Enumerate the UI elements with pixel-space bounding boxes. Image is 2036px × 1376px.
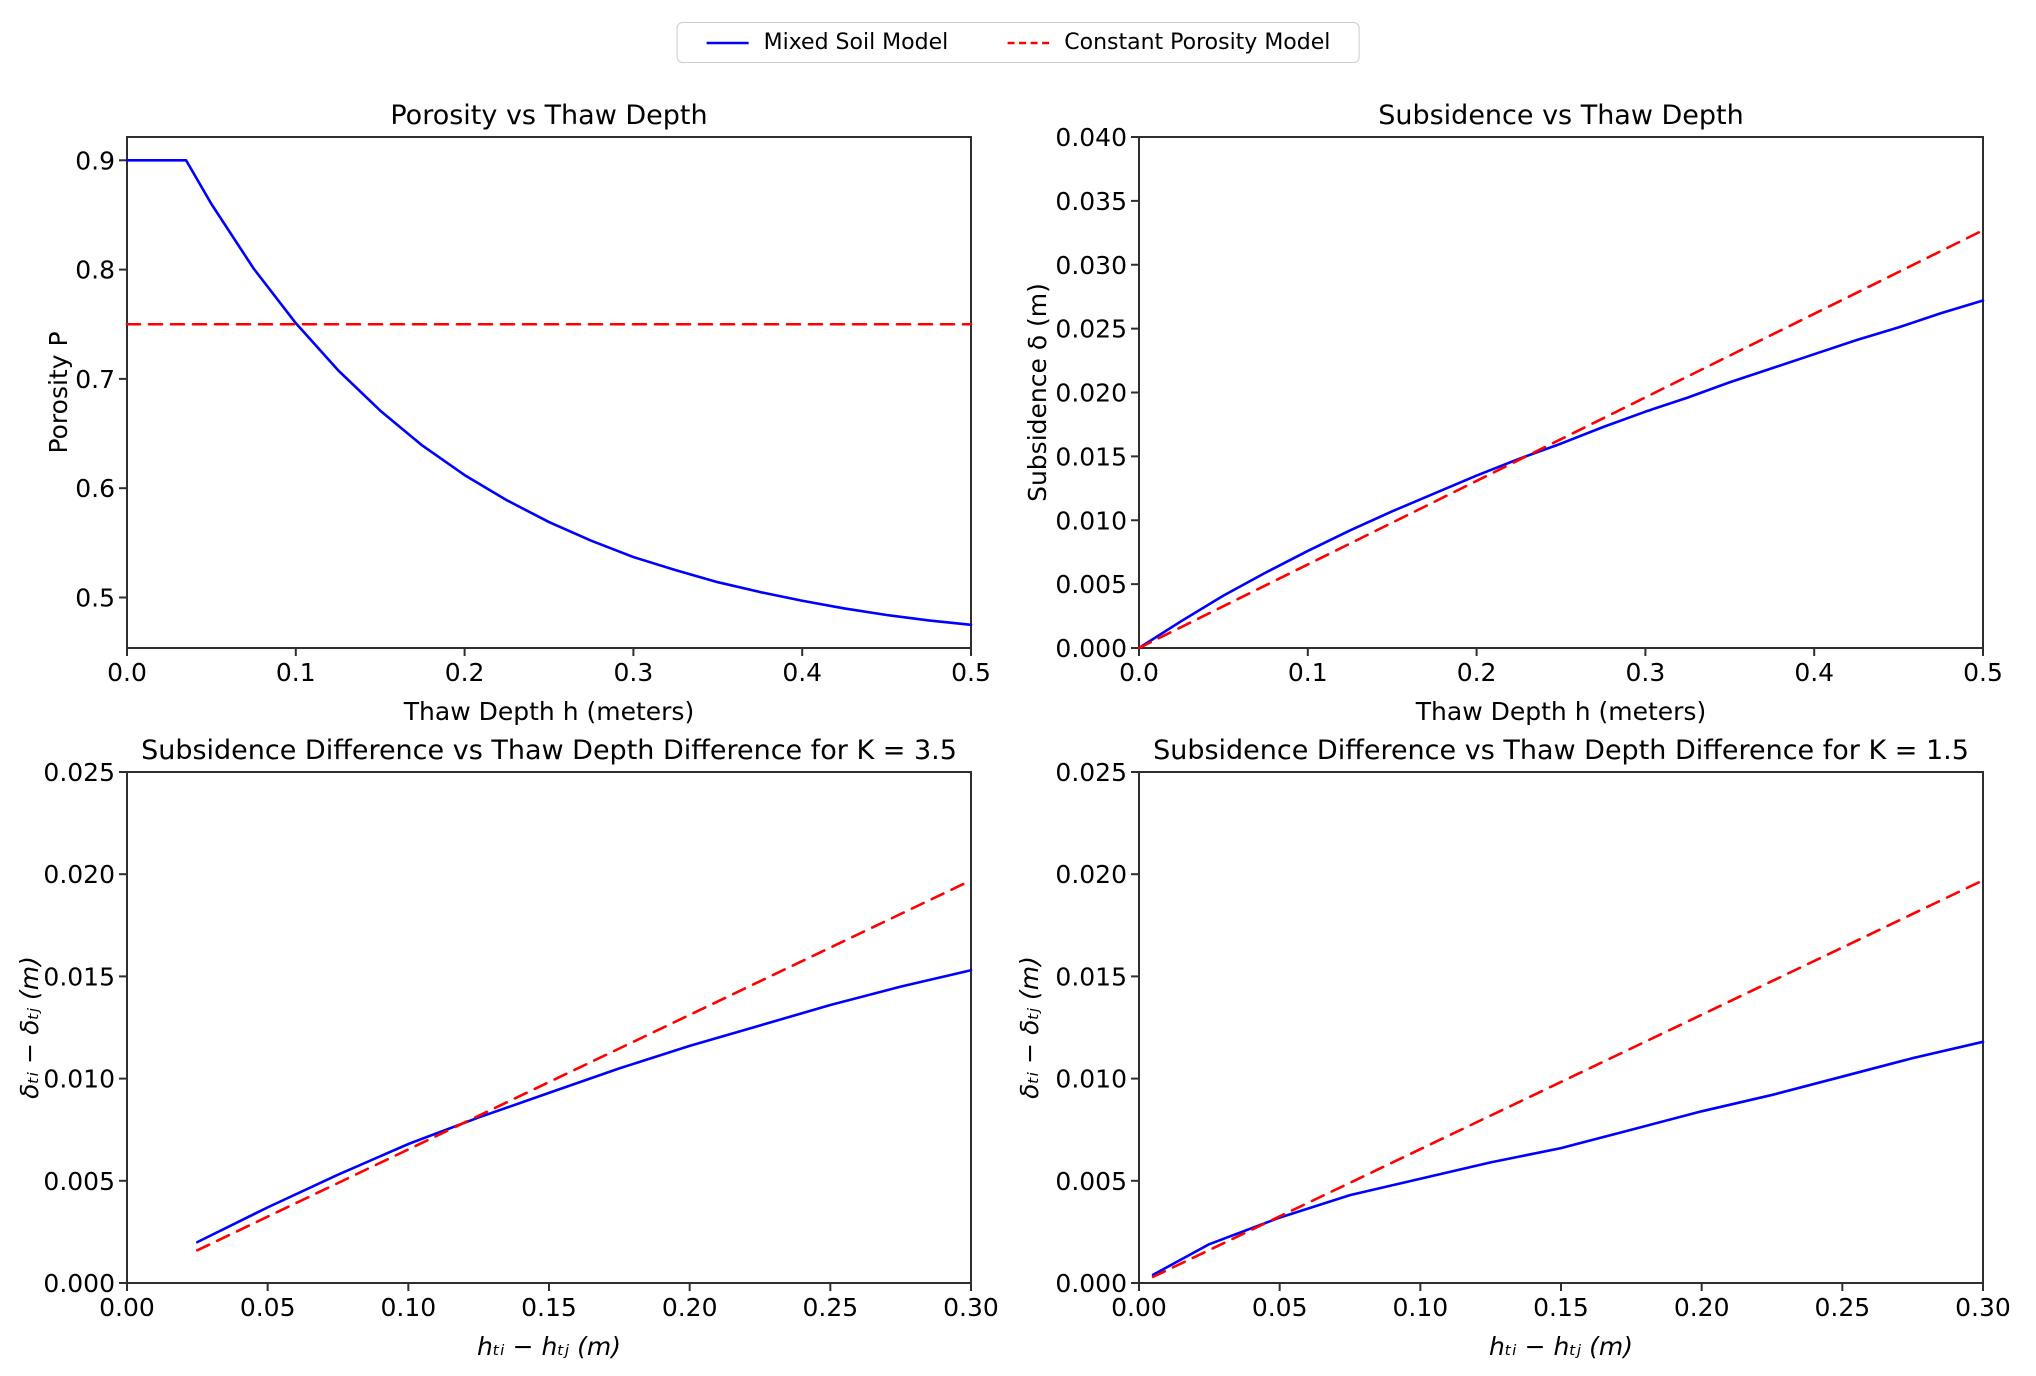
y-tick-label: 0.5 (75, 584, 115, 613)
x-axis-label: Thaw Depth h (meters) (403, 697, 694, 726)
x-tick-label: 0.25 (802, 1293, 858, 1322)
y-tick-label: 0.015 (1055, 442, 1127, 471)
x-tick-label: 0.00 (1111, 1293, 1167, 1322)
x-tick-label: 0.2 (1457, 658, 1497, 687)
x-tick-label: 0.20 (662, 1293, 718, 1322)
subplot-subsidence-difference-k-1.5: 0.00 0.05 0.10 0.15 0.20 0.25 0.30 0.000 0.005 0.… (1015, 735, 2011, 1361)
x-tick-label: 0.05 (240, 1293, 296, 1322)
y-tick-label: 0.000 (1055, 634, 1127, 663)
y-tick-label: 0.015 (1055, 962, 1127, 991)
series-line-mixed-soil-model (196, 968, 973, 1244)
chart-title: Porosity vs Thaw Depth (390, 100, 707, 131)
y-tick-label: 0.8 (75, 256, 115, 285)
x-tick-label: 0.10 (1392, 1293, 1448, 1322)
legend-label-mixed-soil-model: Mixed Soil Model (763, 30, 949, 55)
y-tick-label: 0.010 (43, 1065, 115, 1094)
axes-frame (126, 136, 972, 649)
x-tick-label: 0.30 (943, 1293, 999, 1322)
y-tick-label: 0.025 (1055, 758, 1127, 787)
series-line-mixed-soil-model (1137, 299, 1985, 650)
x-tick-label: 0.30 (1955, 1293, 2011, 1322)
axes-frame (126, 771, 972, 1284)
y-axis-label: Porosity P (44, 331, 73, 453)
y-tick-label: 0.000 (43, 1269, 115, 1298)
x-tick-label: 0.4 (782, 658, 822, 687)
y-tick-label: 0.035 (1055, 187, 1127, 216)
x-tick-label: 0.05 (1252, 1293, 1308, 1322)
x-tick-label: 0.4 (1794, 658, 1834, 687)
y-tick-label: 0.020 (43, 860, 115, 889)
y-tick-label: 0.9 (75, 146, 115, 175)
x-tick-label: 0.20 (1674, 1293, 1730, 1322)
series-line-constant-porosity-model (196, 879, 973, 1252)
subplot-subsidence-difference-k-3.5: 0.00 0.05 0.10 0.15 0.20 0.25 0.30 0.000 0.005 0.… (15, 735, 999, 1361)
y-tick-label: 0.010 (1055, 1065, 1127, 1094)
legend-item-mixed-soil-model: Mixed Soil Model (706, 30, 949, 55)
dashed-line-icon (1007, 41, 1050, 44)
chart-title: Subsidence Difference vs Thaw Depth Diff… (141, 735, 957, 766)
y-tick-label: 0.010 (1055, 506, 1127, 535)
series-line-mixed-soil-model (1151, 1040, 1985, 1277)
x-tick-label: 0.1 (1288, 658, 1328, 687)
x-tick-label: 0.0 (107, 658, 147, 687)
y-tick-label: 0.025 (43, 758, 115, 787)
x-tick-label: 0.00 (99, 1293, 155, 1322)
series-line-constant-porosity-model (1151, 879, 1985, 1279)
y-tick-label: 0.025 (1055, 315, 1127, 344)
y-tick-label: 0.015 (43, 962, 115, 991)
y-axis-label: Subsidence δ (m) (1023, 283, 1052, 502)
x-tick-label: 0.10 (380, 1293, 436, 1322)
series-line-constant-porosity-model (1137, 228, 1985, 650)
y-axis-label: δₜᵢ − δₜⱼ (m) (1015, 956, 1044, 1099)
y-tick-label: 0.005 (1055, 570, 1127, 599)
y-tick-label: 0.7 (75, 365, 115, 394)
x-tick-label: 0.2 (445, 658, 485, 687)
y-tick-label: 0.005 (1055, 1167, 1127, 1196)
x-tick-label: 0.15 (521, 1293, 577, 1322)
legend: Mixed Soil Model Constant Porosity Model (676, 22, 1360, 63)
chart-title: Subsidence Difference vs Thaw Depth Diff… (1153, 735, 1969, 766)
x-tick-label: 0.5 (951, 658, 991, 687)
subplot-subsidence-vs-thaw-depth: 0.0 0.1 0.2 0.3 0.4 0.5 0.000 0.005 0.010 0.015 0.… (1023, 100, 2003, 726)
y-tick-label: 0.000 (1055, 1269, 1127, 1298)
chart-title: Subsidence vs Thaw Depth (1378, 100, 1744, 131)
x-tick-label: 0.0 (1119, 658, 1159, 687)
x-tick-label: 0.25 (1814, 1293, 1870, 1322)
y-tick-label: 0.005 (43, 1167, 115, 1196)
x-tick-label: 0.15 (1533, 1293, 1589, 1322)
legend-item-constant-porosity-model: Constant Porosity Model (1006, 30, 1330, 55)
axes-frame (1138, 771, 1984, 1284)
x-axis-label: Thaw Depth h (meters) (1415, 697, 1706, 726)
x-tick-label: 0.3 (1626, 658, 1666, 687)
x-tick-label: 0.1 (276, 658, 316, 687)
solid-line-icon (706, 41, 749, 44)
x-tick-label: 0.3 (614, 658, 654, 687)
y-tick-label: 0.020 (1055, 860, 1127, 889)
y-axis-label: δₜᵢ − δₜⱼ (m) (15, 956, 44, 1099)
series-line-mixed-soil-model (125, 158, 973, 627)
y-tick-label: 0.020 (1055, 379, 1127, 408)
x-axis-label: hₜᵢ − hₜⱼ (m) (1489, 1332, 1633, 1361)
y-tick-label: 0.030 (1055, 251, 1127, 280)
x-tick-label: 0.5 (1963, 658, 2003, 687)
y-tick-label: 0.6 (75, 474, 115, 503)
x-axis-label: hₜᵢ − hₜⱼ (m) (477, 1332, 621, 1361)
subplot-porosity-vs-thaw-depth: 0.0 0.1 0.2 0.3 0.4 0.5 0.5 0.6 0.7 0.8 0.9 Porosit… (44, 100, 991, 726)
legend-label-constant-porosity-model: Constant Porosity Model (1064, 30, 1331, 55)
y-tick-label: 0.040 (1055, 123, 1127, 152)
